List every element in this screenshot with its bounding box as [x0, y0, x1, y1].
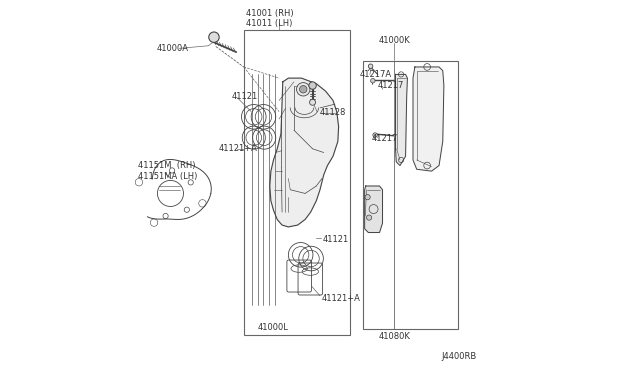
Circle shape — [310, 99, 316, 105]
Circle shape — [373, 133, 378, 137]
Text: 41121+A: 41121+A — [219, 144, 258, 153]
Text: J4400RB: J4400RB — [442, 352, 477, 361]
Text: 41128: 41128 — [319, 108, 346, 117]
Circle shape — [300, 86, 307, 93]
Circle shape — [371, 78, 375, 83]
Circle shape — [367, 215, 372, 220]
Polygon shape — [365, 186, 383, 232]
Bar — [244, 30, 349, 335]
Text: 41217: 41217 — [378, 81, 404, 90]
Text: 41121+A: 41121+A — [322, 294, 361, 303]
Polygon shape — [396, 74, 408, 166]
Text: 41001 (RH)
41011 (LH): 41001 (RH) 41011 (LH) — [246, 9, 294, 28]
Circle shape — [369, 64, 373, 68]
Text: 41217: 41217 — [372, 134, 399, 143]
Text: 41217A: 41217A — [360, 70, 392, 79]
Polygon shape — [413, 67, 444, 171]
Text: 41080K: 41080K — [378, 332, 410, 341]
Text: 41121: 41121 — [323, 235, 349, 244]
Text: 41000K: 41000K — [378, 36, 410, 45]
Text: 41000A: 41000A — [156, 44, 188, 53]
Text: 41151M  (RH)
41151MA (LH): 41151M (RH) 41151MA (LH) — [138, 161, 197, 181]
Text: 41000L: 41000L — [258, 323, 289, 332]
Polygon shape — [270, 78, 339, 227]
Circle shape — [365, 195, 370, 200]
Circle shape — [209, 32, 219, 42]
Circle shape — [296, 83, 310, 96]
Circle shape — [309, 82, 316, 89]
Text: 41121: 41121 — [232, 92, 258, 101]
Bar — [363, 61, 458, 329]
